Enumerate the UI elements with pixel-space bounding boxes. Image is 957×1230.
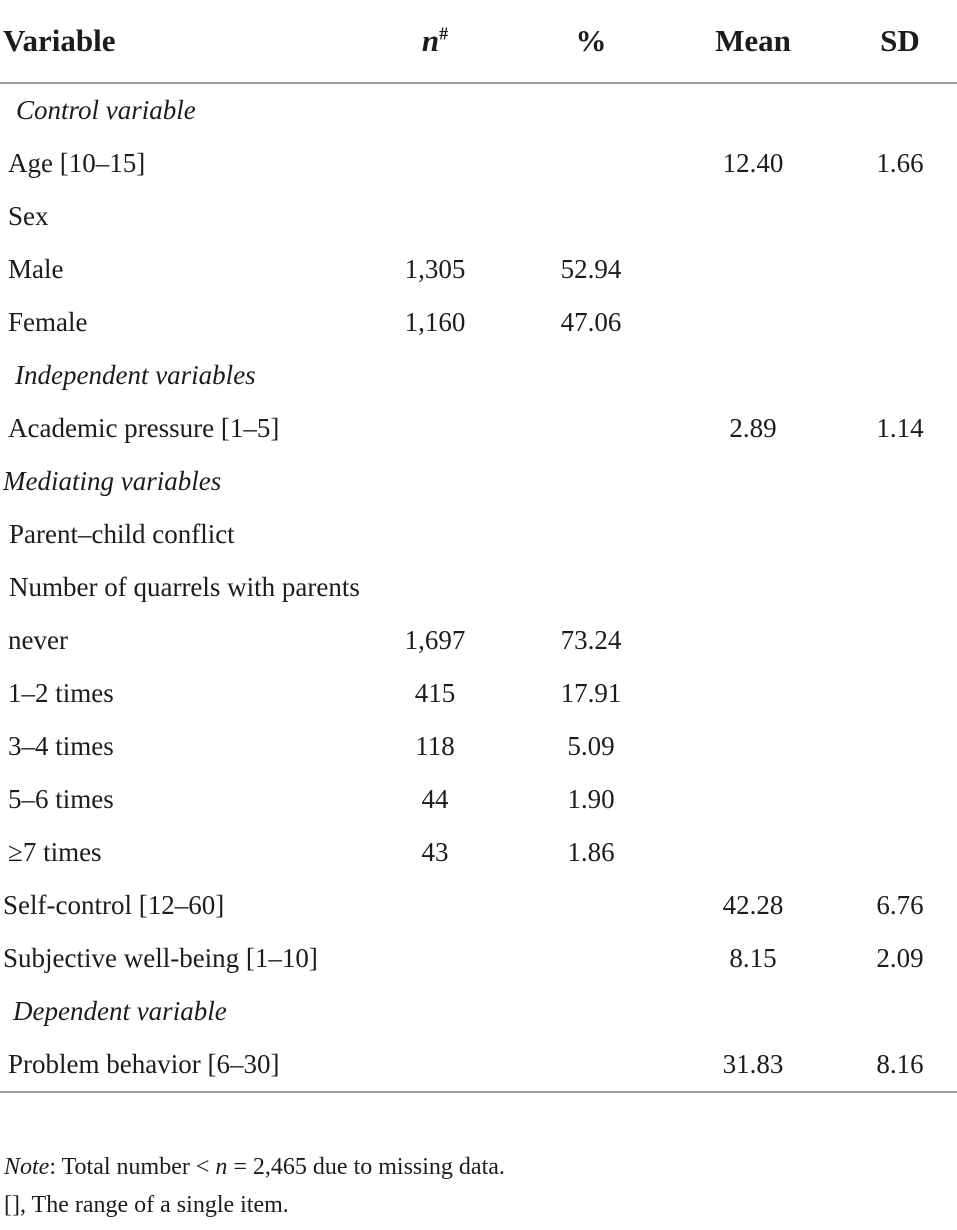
cell-percent: 17.91 bbox=[560, 678, 622, 708]
col-header-variable: Variable bbox=[3, 23, 116, 58]
cell-sd: 1.66 bbox=[876, 148, 924, 178]
table-row: 3–4 times 118 5.09 bbox=[0, 720, 957, 773]
col-header-n-letter: n bbox=[421, 23, 440, 58]
cell-percent: 1.86 bbox=[567, 837, 615, 867]
cell-n: 118 bbox=[415, 731, 455, 761]
cell-percent: 52.94 bbox=[560, 254, 622, 284]
row-label: Problem behavior [6–30] bbox=[8, 1049, 280, 1079]
cell-n: 1,160 bbox=[404, 307, 466, 337]
col-header-mean: Mean bbox=[715, 23, 791, 58]
col-header-percent: % bbox=[575, 23, 607, 58]
section-header-row: Dependent variable bbox=[0, 985, 957, 1038]
table-body: Control variable Age [10–15] 12.40 1.66 … bbox=[0, 84, 957, 1091]
row-label: Self-control [12–60] bbox=[3, 890, 225, 920]
row-label: Control variable bbox=[16, 95, 196, 125]
row-label: 5–6 times bbox=[8, 784, 114, 814]
cell-sd: 6.76 bbox=[876, 890, 924, 920]
cell-n: 1,697 bbox=[404, 625, 466, 655]
row-label: Academic pressure [1–5] bbox=[8, 413, 280, 443]
table-row: Self-control [12–60] 42.28 6.76 bbox=[0, 879, 957, 932]
cell-n: 415 bbox=[414, 678, 456, 708]
table-row: Subjective well-being [1–10] 8.15 2.09 bbox=[0, 932, 957, 985]
table-row: 1–2 times 415 17.91 bbox=[0, 667, 957, 720]
row-label: Female bbox=[8, 307, 88, 337]
cell-mean: 31.83 bbox=[722, 1049, 784, 1079]
table-header-row: Variable n# % Mean SD bbox=[0, 0, 957, 82]
cell-percent: 47.06 bbox=[560, 307, 622, 337]
row-label: Dependent variable bbox=[13, 996, 227, 1026]
col-header-n-superscript: # bbox=[439, 23, 449, 44]
cell-mean: 42.28 bbox=[722, 890, 784, 920]
cell-n: 44 bbox=[421, 784, 449, 814]
table-row: ≥7 times 43 1.86 bbox=[0, 826, 957, 879]
table-row: 5–6 times 44 1.90 bbox=[0, 773, 957, 826]
cell-mean: 8.15 bbox=[729, 943, 777, 973]
row-label: Male bbox=[8, 254, 64, 284]
cell-percent: 5.09 bbox=[567, 731, 615, 761]
cell-percent: 1.90 bbox=[567, 784, 615, 814]
table-bottom-rule bbox=[0, 1091, 957, 1093]
section-header-row: Mediating variables bbox=[0, 455, 957, 508]
cell-mean: 2.89 bbox=[729, 413, 777, 443]
section-header-row: Control variable bbox=[0, 84, 957, 137]
row-label: ≥7 times bbox=[8, 837, 102, 867]
cell-sd: 1.14 bbox=[876, 413, 924, 443]
footnote-note-label: Note bbox=[4, 1154, 50, 1180]
table-row: Sex bbox=[0, 190, 957, 243]
row-label: 1–2 times bbox=[8, 678, 114, 708]
cell-sd: 8.16 bbox=[876, 1049, 924, 1079]
cell-sd: 2.09 bbox=[876, 943, 924, 973]
table-top-rule bbox=[0, 82, 957, 84]
col-header-sd: SD bbox=[880, 23, 920, 58]
row-label: Independent variables bbox=[15, 360, 256, 390]
footnote-missing-data: Note: Total number < n = 2,465 due to mi… bbox=[4, 1148, 957, 1186]
table-row: Parent–child conflict bbox=[0, 508, 957, 561]
cell-mean: 12.40 bbox=[722, 148, 784, 178]
table-row: Age [10–15] 12.40 1.66 bbox=[0, 137, 957, 190]
row-label: Sex bbox=[8, 201, 49, 231]
footnote-text-after-n: = 2,465 due to missing data. bbox=[227, 1154, 505, 1180]
cell-n: 43 bbox=[421, 837, 449, 867]
table-row: Male 1,305 52.94 bbox=[0, 243, 957, 296]
section-header-row: Independent variables bbox=[0, 349, 957, 402]
footnote-n-symbol: n bbox=[215, 1154, 228, 1180]
table-footnotes: Note: Total number < n = 2,465 due to mi… bbox=[0, 1148, 957, 1224]
row-label: Subjective well-being [1–10] bbox=[3, 943, 318, 973]
footnote-range-explanation: [], The range of a single item. bbox=[4, 1192, 289, 1218]
table-row: never 1,697 73.24 bbox=[0, 614, 957, 667]
row-label: Number of quarrels with parents bbox=[9, 572, 360, 602]
row-label: Age [10–15] bbox=[8, 148, 146, 178]
cell-n: 1,305 bbox=[404, 254, 466, 284]
cell-percent: 73.24 bbox=[560, 625, 622, 655]
row-label: 3–4 times bbox=[8, 731, 114, 761]
footnote-text-before-n: : Total number < bbox=[49, 1154, 216, 1180]
row-label: Mediating variables bbox=[3, 466, 222, 496]
table-row: Female 1,160 47.06 bbox=[0, 296, 957, 349]
col-header-n: n# bbox=[360, 23, 510, 59]
table-row: Problem behavior [6–30] 31.83 8.16 bbox=[0, 1038, 957, 1091]
table-row: Academic pressure [1–5] 2.89 1.14 bbox=[0, 402, 957, 455]
row-label: never bbox=[8, 625, 68, 655]
table-row: Number of quarrels with parents bbox=[0, 561, 957, 614]
row-label: Parent–child conflict bbox=[9, 519, 235, 549]
